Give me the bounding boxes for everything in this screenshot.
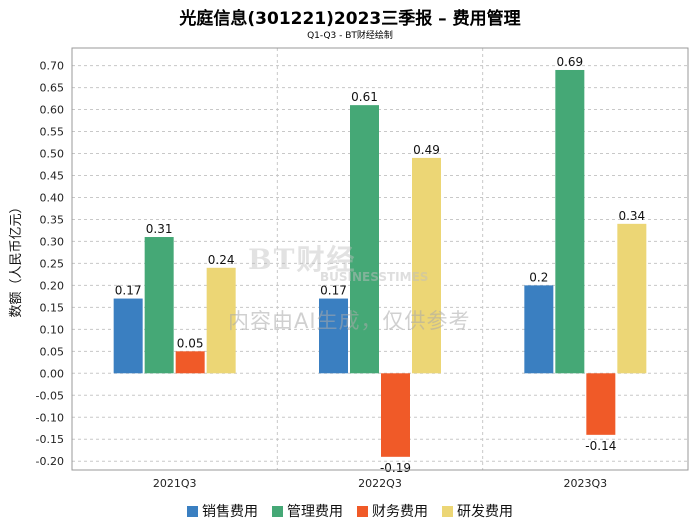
bar (524, 285, 554, 374)
y-tick-label: 0.55 (40, 126, 65, 139)
data-label: -0.14 (585, 439, 616, 453)
bar (381, 373, 410, 457)
y-tick-label: 0.70 (40, 60, 65, 73)
plot-frame (71, 47, 689, 471)
y-tick-label: 0.65 (40, 82, 65, 95)
watermark-text: 内容由AI生成，仅供参考 (228, 309, 471, 333)
data-label: 0.61 (351, 90, 378, 104)
bar (113, 298, 143, 374)
y-tick-label: 0.40 (40, 191, 65, 204)
y-tick-label: -0.20 (36, 455, 64, 468)
x-tick-label: 2021Q3 (153, 477, 197, 490)
y-tick-label: 0.50 (40, 148, 65, 161)
x-tick-label: 2023Q3 (564, 477, 608, 490)
y-tick-label: -0.10 (36, 411, 64, 424)
y-tick-label: -0.15 (36, 433, 64, 446)
chart-subtitle: Q1-Q3 - BT财经绘制 (307, 31, 393, 41)
legend-item: 管理费用 (272, 501, 343, 521)
watermark-sub: BUSINESSTIMES (320, 270, 429, 284)
data-label: -0.19 (380, 461, 411, 475)
y-axis-ticks: -0.20 -0.15 -0.10 -0.05 0.00 0.05 0.10 0.15 0.20… (36, 60, 64, 469)
x-axis-categories: 2021Q3 2022Q3 2023Q3 (153, 477, 607, 490)
bar (206, 267, 236, 374)
bar (175, 351, 205, 374)
y-tick-label: 0.00 (40, 367, 65, 380)
bar (617, 223, 647, 374)
legend-swatch (187, 505, 198, 517)
bar (586, 373, 616, 435)
y-tick-label: -0.05 (36, 389, 64, 402)
y-tick-label: 0.30 (40, 235, 65, 248)
data-label: 0.69 (556, 55, 583, 69)
data-label: 0.17 (320, 284, 347, 298)
legend-swatch (357, 505, 368, 517)
data-labels: 0.17 0.17 0.2 0.31 0.61 0.69 0.05 -0.19 -0.14 0.2… (115, 55, 645, 475)
data-label: 0.05 (177, 336, 204, 350)
y-tick-label: 0.20 (40, 279, 65, 292)
legend-label: 财务费用 (372, 504, 428, 520)
bars (113, 69, 647, 457)
y-tick-label: 0.45 (40, 169, 65, 182)
y-tick-label: 0.35 (40, 213, 65, 226)
legend-item: 研发费用 (442, 501, 513, 521)
y-tick-label: 0.15 (40, 301, 65, 314)
chart-title: 光庭信息(301221)2023三季报 – 费用管理 (179, 9, 521, 29)
bar (412, 157, 441, 374)
y-tick-label: 0.05 (40, 345, 65, 358)
data-label: 0.2 (529, 270, 548, 284)
legend-swatch (442, 505, 453, 517)
watermark-logo-text: BT财经 (248, 243, 357, 276)
bar (144, 237, 174, 374)
legend-label: 管理费用 (287, 504, 343, 520)
legend-swatch (272, 505, 283, 517)
data-label: 0.17 (115, 284, 142, 298)
data-label: 0.31 (146, 222, 173, 236)
y-tick-label: 0.10 (40, 323, 65, 336)
grid-lines (72, 48, 689, 470)
legend-item: 销售费用 (187, 501, 258, 521)
legend-label: 销售费用 (202, 504, 258, 520)
y-axis-label: 数额（人民币亿元） (9, 200, 24, 317)
legend: 销售费用 管理费用 财务费用 研发费用 (0, 501, 700, 521)
x-tick-label: 2022Q3 (358, 477, 402, 490)
data-label: 0.24 (208, 253, 235, 267)
bar (555, 69, 585, 374)
bar (319, 298, 348, 374)
legend-label: 研发费用 (457, 504, 513, 520)
bar (350, 105, 379, 374)
watermark-logo: BT财经 (248, 238, 357, 278)
data-label: 0.49 (413, 143, 440, 157)
legend-item: 财务费用 (357, 501, 428, 521)
data-label: 0.34 (618, 209, 645, 223)
y-tick-label: 0.60 (40, 104, 65, 117)
y-tick-label: 0.25 (40, 257, 65, 270)
